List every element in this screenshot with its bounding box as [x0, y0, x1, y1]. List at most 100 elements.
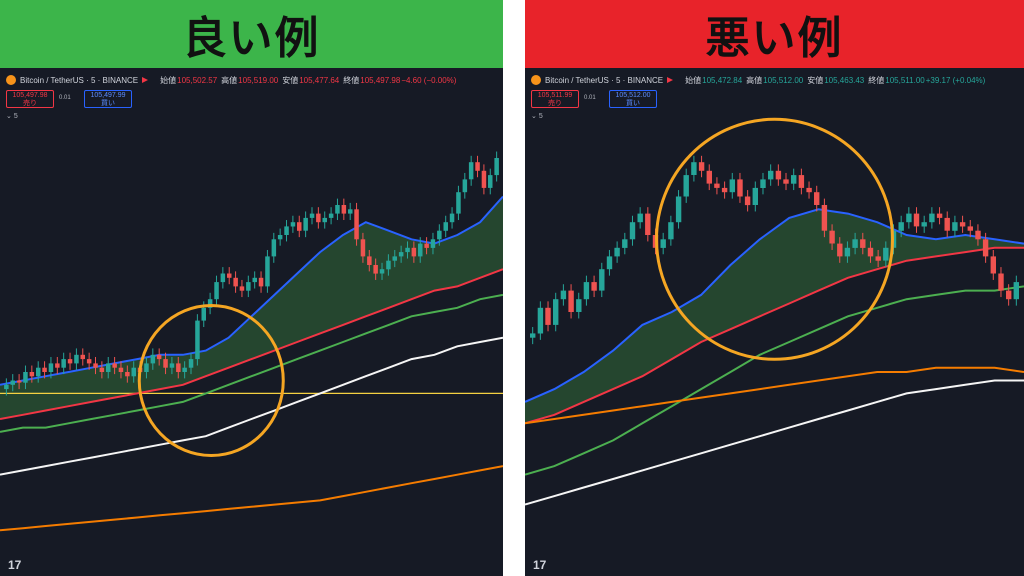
- candle-body: [798, 175, 805, 188]
- candle-body: [952, 222, 958, 231]
- ma-line-2: [525, 285, 1024, 476]
- candle-body: [29, 372, 35, 377]
- candle-body: [207, 299, 213, 308]
- candle-body: [622, 239, 628, 248]
- sell-button[interactable]: 105,497.98 売り: [6, 90, 54, 108]
- low-label: 安値: [282, 75, 299, 85]
- candle-body: [430, 239, 436, 248]
- candle-body: [1006, 290, 1012, 300]
- candle-body: [367, 256, 372, 265]
- interval-toggle[interactable]: ⌄ 5: [531, 113, 543, 120]
- candle-body: [424, 243, 429, 248]
- candle-body: [354, 209, 359, 240]
- symbol-name[interactable]: Bitcoin / TetherUS · 5 · BINANCE: [545, 75, 664, 85]
- candle-body: [576, 299, 582, 312]
- buy-button[interactable]: 105,512.00 買い: [609, 90, 657, 108]
- candle-body: [182, 367, 187, 372]
- candle-body: [156, 354, 162, 360]
- candle-body: [583, 282, 590, 300]
- candle-body: [906, 213, 912, 223]
- candle-body: [449, 213, 455, 223]
- candle-body: [42, 367, 47, 372]
- close-label: 終値: [343, 75, 360, 85]
- candle-body: [606, 256, 613, 270]
- candle-body: [591, 282, 597, 291]
- candle-body: [303, 217, 308, 231]
- open-value: 105,472.84: [702, 75, 743, 85]
- candle-body: [898, 222, 904, 231]
- candle-body: [348, 209, 353, 214]
- candle-body: [806, 187, 812, 193]
- candle-body: [998, 273, 1004, 291]
- candle-body: [821, 205, 828, 231]
- candle-body: [246, 282, 251, 291]
- buy-button[interactable]: 105,497.99 買い: [84, 90, 132, 108]
- candle-body: [944, 217, 950, 231]
- candle-body: [737, 179, 743, 197]
- candle-body: [271, 239, 277, 257]
- candle-body: [277, 235, 283, 240]
- candle-body: [169, 363, 175, 368]
- candle-body: [883, 247, 889, 261]
- candle-body: [462, 179, 468, 193]
- candle-body: [852, 239, 858, 248]
- candle-body: [80, 354, 85, 360]
- candle-body: [316, 213, 321, 223]
- candle-body: [265, 256, 270, 287]
- chart-svg: [525, 117, 1024, 506]
- candle-body: [990, 256, 996, 274]
- candle-body: [144, 363, 149, 372]
- candle-body: [481, 170, 487, 188]
- candle-body: [844, 247, 851, 257]
- spread-value: 0.01: [584, 95, 596, 101]
- symbol-name[interactable]: Bitcoin / TetherUS · 5 · BINANCE: [20, 75, 139, 85]
- chart-svg: [0, 151, 503, 532]
- ma-line-1: [0, 268, 503, 420]
- candle-body: [335, 205, 340, 214]
- candle-body: [791, 175, 797, 184]
- sell-button[interactable]: 105,511.99 売り: [531, 90, 579, 108]
- candle-body: [411, 247, 417, 257]
- candle-body: [443, 222, 448, 231]
- candle-body: [23, 372, 28, 383]
- candle-body: [392, 256, 397, 261]
- candle-body: [768, 170, 774, 180]
- candle-body: [629, 222, 636, 240]
- candle-body: [488, 175, 493, 188]
- banner: 悪い例: [525, 0, 1024, 68]
- candle-body: [386, 260, 391, 270]
- flag-icon[interactable]: [142, 77, 149, 83]
- flag-icon[interactable]: [667, 77, 674, 83]
- low-value: 105,477.64: [299, 75, 340, 85]
- highlight-circle: [655, 117, 894, 361]
- candle-body: [201, 307, 206, 321]
- ma-line-1: [525, 246, 1024, 425]
- candle-body: [537, 307, 544, 334]
- candle-body: [106, 363, 111, 372]
- candle-body: [714, 183, 720, 188]
- candle-body: [4, 384, 9, 390]
- buy-price: 105,497.99: [90, 92, 126, 99]
- candle-body: [86, 359, 92, 364]
- high-label: 高値: [746, 75, 763, 85]
- candle-body: [379, 269, 385, 274]
- candle-body: [214, 282, 219, 300]
- candle-body: [913, 213, 920, 227]
- good-example-panel: 良い例 Bitcoin / TetherUS · 5 · BINANCE 始値 1…: [0, 0, 503, 576]
- tradingview-logo: 17: [533, 558, 547, 572]
- change-value: −4.60 (−0.00%): [401, 75, 457, 85]
- candle-body: [16, 380, 22, 383]
- sell-label: 売り: [23, 100, 37, 107]
- ma-line-2: [0, 293, 503, 433]
- candle-body: [706, 170, 712, 184]
- chart-area[interactable]: Bitcoin / TetherUS · 5 · BINANCE 始値 105,4…: [525, 68, 1024, 576]
- candle-body: [936, 213, 943, 218]
- interval-toggle[interactable]: ⌄ 5: [6, 113, 18, 120]
- open-value: 105,502.57: [177, 75, 218, 85]
- candle-body: [975, 230, 981, 240]
- candle-body: [131, 367, 136, 377]
- candle-body: [328, 213, 334, 218]
- chart-area[interactable]: Bitcoin / TetherUS · 5 · BINANCE 始値 105,5…: [0, 68, 503, 576]
- candle-body: [10, 380, 15, 385]
- banner: 良い例: [0, 0, 503, 68]
